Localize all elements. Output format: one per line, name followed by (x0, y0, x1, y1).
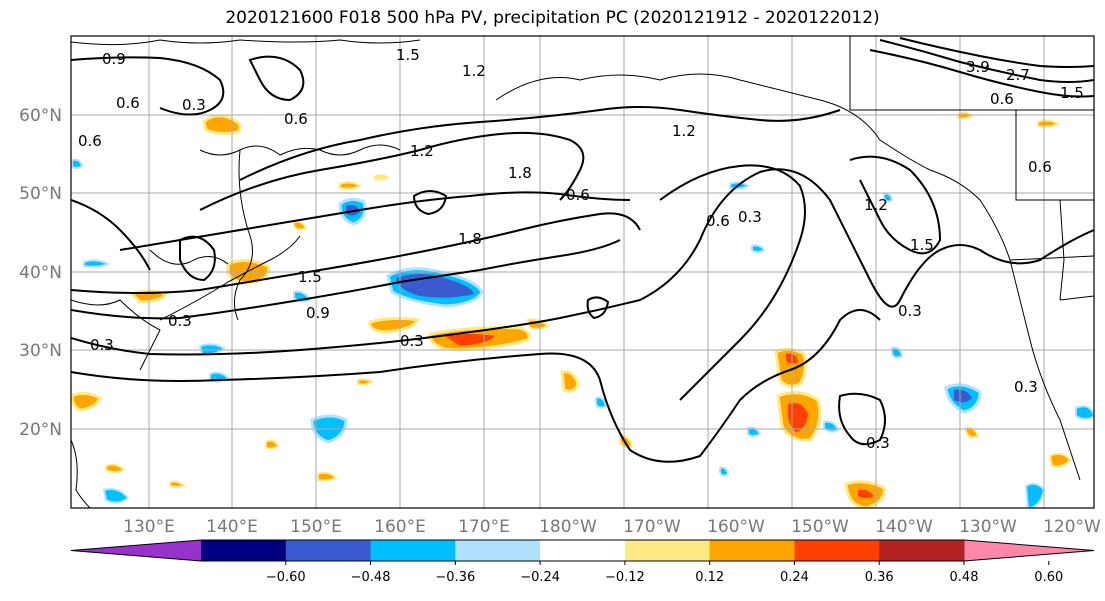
colorbar-segment (794, 540, 880, 561)
colorbar-tick-label: 0.24 (780, 570, 809, 585)
pv-contours (71, 37, 1094, 463)
lon-label: 160°W (707, 517, 765, 537)
colorbar-segment (624, 540, 711, 561)
contour-label: 0.9 (306, 304, 330, 322)
colorbar-tick-label: −0.60 (266, 570, 306, 585)
colorbar-extend-low (71, 540, 201, 561)
lon-label: 140°W (875, 517, 933, 537)
colorbar-segment (709, 540, 795, 561)
colorbar-tick-label: −0.24 (520, 570, 560, 585)
contour-label: 0.6 (990, 90, 1014, 108)
contour-label: 2.7 (1006, 66, 1030, 84)
lon-label: 170°W (623, 517, 681, 537)
contour-label: 0.9 (102, 50, 126, 68)
contour-label: 1.8 (508, 164, 532, 182)
colorbar-segment (879, 540, 965, 561)
colorbar-outline (70, 539, 1095, 562)
contour-label: 1.2 (672, 122, 696, 140)
colorbar-segment (201, 540, 287, 561)
contour-label: 1.2 (864, 196, 888, 214)
contour-label: 3.9 (966, 58, 990, 76)
lat-label-50n: 50°N (19, 184, 62, 204)
map-frame (70, 35, 1095, 509)
contour-label: 0.3 (90, 336, 114, 354)
contour-label: 0.3 (400, 332, 424, 350)
contour-label: 0.3 (182, 96, 206, 114)
contour-label: 1.5 (298, 268, 322, 286)
lon-label: 130°W (959, 517, 1017, 537)
colorbar-tick-label: 0.12 (695, 570, 724, 585)
lon-label: 150°W (791, 517, 849, 537)
colorbar-segment (285, 540, 372, 561)
gridlines (71, 36, 1094, 508)
colorbar-extend-high (964, 540, 1094, 561)
lon-label: 120°W (1043, 517, 1101, 537)
colorbar-tick-label: −0.36 (435, 570, 475, 585)
contour-label: 0.3 (1014, 378, 1038, 396)
contour-label: 1.5 (396, 46, 420, 64)
lon-label: 180°W (539, 517, 597, 537)
colorbar-tick-label: 0.48 (950, 570, 979, 585)
lon-label: 170°E (458, 517, 510, 537)
colorbar: −0.60 −0.48 −0.36 −0.24 −0.12 0.12 0.24 0.36 0.4… (70, 539, 1095, 585)
contour-label: 0.3 (738, 208, 762, 226)
lon-label: 140°E (206, 517, 258, 537)
contour-label: 0.3 (898, 302, 922, 320)
lat-label-20n: 20°N (19, 420, 62, 440)
lon-label: 150°E (290, 517, 342, 537)
contour-label: 0.6 (116, 94, 140, 112)
lat-label-30n: 30°N (19, 341, 62, 361)
colorbar-segment (370, 540, 456, 561)
lon-label: 160°E (374, 517, 426, 537)
lon-label: 130°E (123, 517, 175, 537)
contour-label: 0.6 (706, 212, 730, 230)
contour-label: 0.3 (866, 434, 890, 452)
contour-label: 0.6 (566, 186, 590, 204)
contour-label: 1.2 (462, 62, 486, 80)
contour-label: 1.2 (410, 142, 434, 160)
colorbar-tick-label: 0.60 (1034, 570, 1063, 585)
coastlines (71, 36, 1094, 508)
contour-label: 1.8 (458, 230, 482, 248)
lat-label-60n: 60°N (19, 106, 62, 126)
colorbar-tick-label: 0.36 (865, 570, 894, 585)
map-area: 0.9 0.6 0.3 1.5 1.2 0.6 1.2 1.8 0.6 1.2 … (71, 36, 1094, 508)
colorbar-tick-label: −0.12 (605, 570, 645, 585)
contour-label: 1.5 (1060, 84, 1084, 102)
colorbar-segment (455, 540, 541, 561)
longitude-labels: 130°E 140°E 150°E 160°E 170°E 180°W 170°… (123, 517, 1101, 537)
lat-label-40n: 40°N (19, 263, 62, 283)
latitude-labels: 60°N 50°N 40°N 30°N 20°N (19, 106, 62, 440)
colorbar-tick-label: −0.48 (351, 570, 391, 585)
contour-label: 0.3 (168, 312, 192, 330)
contour-label: 0.6 (284, 110, 308, 128)
contour-label: 1.5 (910, 236, 934, 254)
pv-contour-labels: 0.9 0.6 0.3 1.5 1.2 0.6 1.2 1.8 0.6 1.2 … (78, 46, 1084, 452)
figure-title: 2020121600 F018 500 hPa PV, precipitatio… (225, 8, 880, 28)
contour-label: 0.6 (78, 132, 102, 150)
contour-label: 0.6 (1028, 158, 1052, 176)
colorbar-segment (540, 540, 626, 561)
